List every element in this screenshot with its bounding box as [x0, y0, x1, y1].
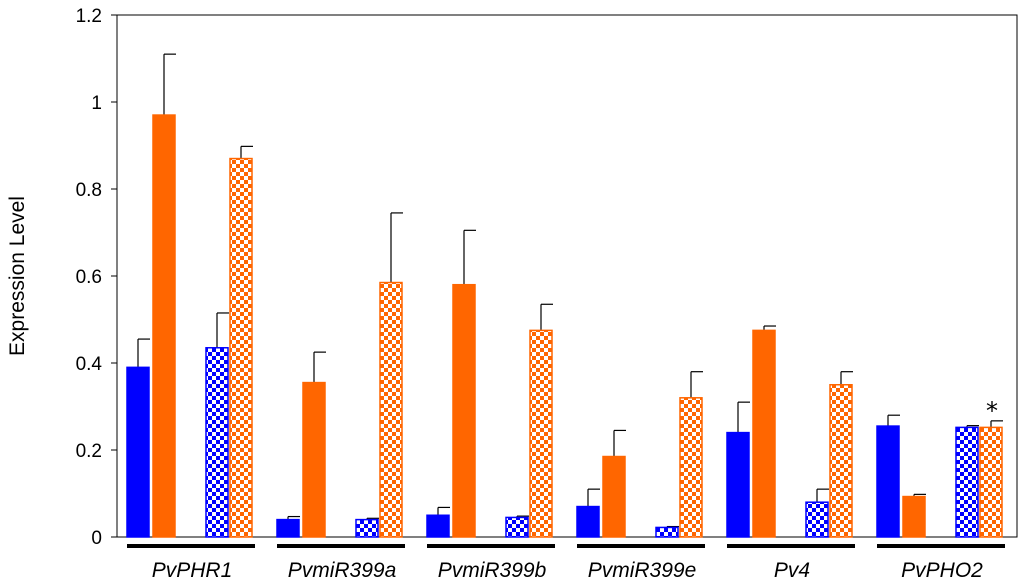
y-tick-label: 1: [91, 93, 102, 114]
bar-series-4-PvmiR399b: [529, 329, 553, 538]
plot-area: [116, 14, 1018, 538]
bar-series-3-Pv4: [805, 501, 829, 538]
bar-series-2-PvPHO2: [902, 495, 926, 538]
bar-series-4-PvmiR399a: [379, 281, 403, 538]
bar-series-3-PvPHO2: [955, 426, 979, 538]
y-tick-label: 0: [91, 528, 102, 549]
bar-series-1-PvPHR1: [126, 366, 150, 538]
category-label-PvPHO2: PvPHO2: [901, 559, 983, 582]
y-axis-title: Expression Level: [6, 196, 29, 356]
bar-series-2-PvmiR399a: [302, 381, 326, 538]
bar-series-4-Pv4: [829, 384, 853, 538]
bar-series-2-PvmiR399b: [452, 283, 476, 538]
category-labels: PvPHR1 PvmiR399a PvmiR399b PvmiR399e Pv4 PvPH…: [152, 559, 983, 582]
bar-series-1-PvmiR399b: [426, 514, 450, 538]
bar-series-4-PvPHO2: [979, 426, 1003, 538]
bar-series-1-PvmiR399a: [276, 518, 300, 538]
error-bars: [137, 53, 1003, 528]
y-tick-label: 0.8: [76, 180, 102, 201]
y-tick-label: 0.6: [76, 267, 102, 288]
y-axis-ticks: 0 0.2 0.4 0.6 0.8 1 1.2: [76, 6, 117, 549]
category-label-PvPHR1: PvPHR1: [152, 559, 233, 582]
significance-marker: *: [986, 397, 998, 425]
bar-series-3-PvmiR399a: [355, 518, 379, 538]
bars: [126, 114, 1003, 538]
bar-series-4-PvmiR399e: [679, 397, 703, 538]
bar-series-4-PvPHR1: [229, 157, 253, 538]
bar-series-2-Pv4: [752, 329, 776, 538]
bar-series-1-Pv4: [726, 431, 750, 538]
bar-series-1-PvPHO2: [876, 425, 900, 538]
category-label-PvmiR399a: PvmiR399a: [288, 559, 397, 582]
bar-series-3-PvmiR399e: [655, 526, 679, 538]
y-tick-label: 1.2: [76, 6, 102, 27]
bar-series-1-PvmiR399e: [576, 505, 600, 538]
category-label-Pv4: Pv4: [774, 559, 810, 582]
y-tick-label: 0.2: [76, 441, 102, 462]
y-tick-label: 0.4: [76, 354, 103, 375]
bar-series-2-PvmiR399e: [602, 455, 626, 538]
bar-series-3-PvPHR1: [205, 347, 229, 538]
bar-series-3-PvmiR399b: [505, 516, 529, 538]
category-label-PvmiR399e: PvmiR399e: [588, 559, 697, 582]
annotations: *: [986, 397, 998, 425]
category-label-PvmiR399b: PvmiR399b: [438, 559, 547, 582]
bar-series-2-PvPHR1: [152, 114, 176, 538]
